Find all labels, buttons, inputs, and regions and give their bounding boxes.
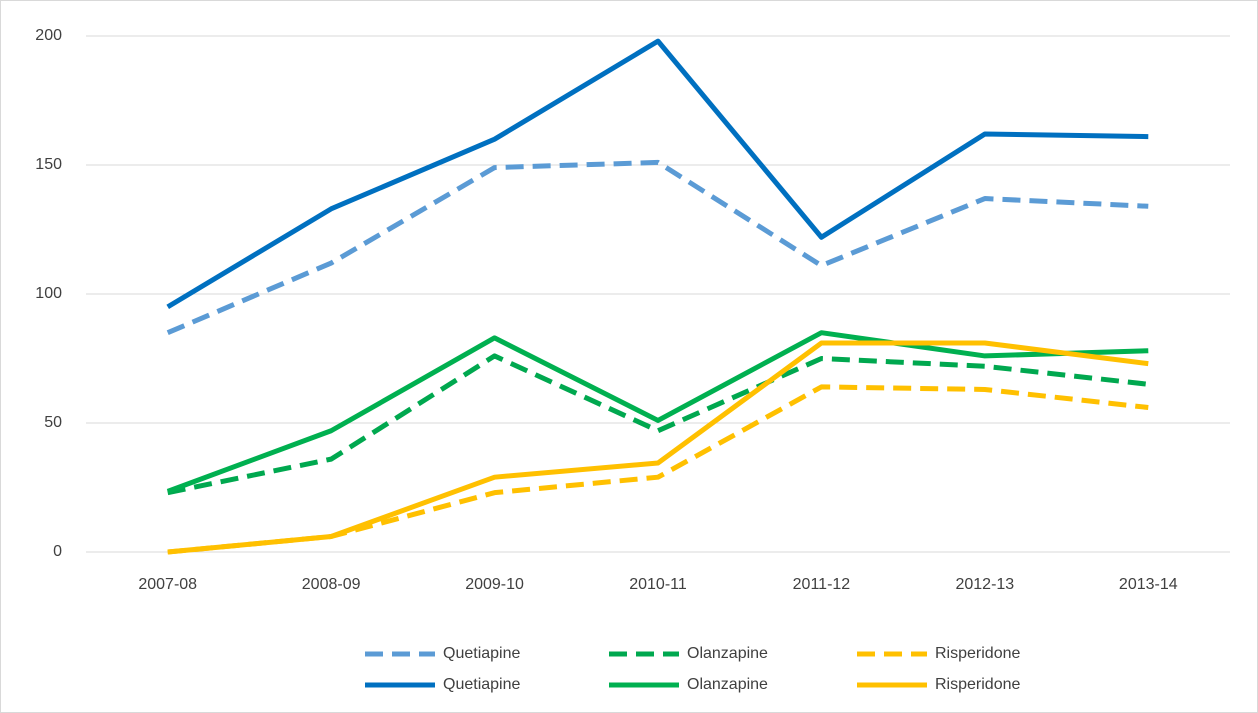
series-line <box>167 353 1149 496</box>
y-tick-label: 50 <box>44 414 62 431</box>
series-line <box>166 159 1149 335</box>
series-line <box>166 330 1149 494</box>
series-line <box>166 38 1149 310</box>
x-tick-label: 2007-08 <box>138 576 197 593</box>
x-tick-label: 2012-13 <box>955 576 1014 593</box>
x-tick-label: 2011-12 <box>793 576 851 593</box>
y-tick-label: 150 <box>35 156 62 173</box>
x-tick-label: 2008-09 <box>302 576 361 593</box>
legend-label: Risperidone <box>935 645 1020 662</box>
legend-label: Quetiapine <box>443 676 520 693</box>
series-line <box>167 340 1149 555</box>
x-tick-label: 2013-14 <box>1119 576 1178 593</box>
legend-label: Risperidone <box>935 676 1020 693</box>
legend-label: Olanzapine <box>687 676 768 693</box>
y-tick-label: 200 <box>35 27 62 44</box>
x-tick-label: 2010-11 <box>629 576 687 593</box>
y-tick-label: 100 <box>35 285 62 302</box>
legend-label: Quetiapine <box>443 645 520 662</box>
y-tick-label: 0 <box>53 543 62 560</box>
x-tick-label: 2009-10 <box>465 576 524 593</box>
legend-label: Olanzapine <box>687 645 768 662</box>
